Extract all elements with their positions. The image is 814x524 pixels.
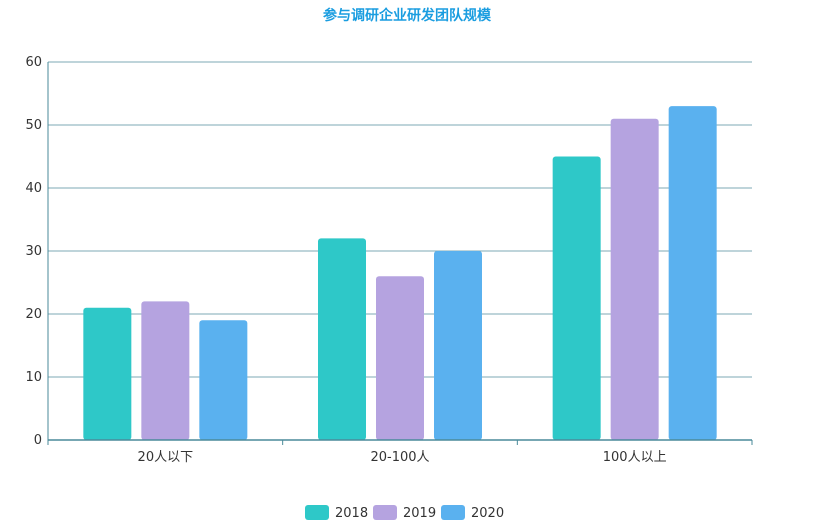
y-tick-label: 20: [25, 307, 42, 322]
y-tick-label: 50: [25, 118, 42, 133]
y-tick-label: 10: [25, 370, 42, 385]
bar-2019-1: [376, 276, 424, 440]
y-tick-label: 40: [25, 181, 42, 196]
x-category-label: 100人以上: [603, 450, 667, 465]
y-tick-label: 60: [25, 55, 42, 70]
chart-title: 参与调研企业研发团队规模: [323, 7, 492, 24]
x-category-label: 20-100人: [370, 450, 429, 465]
legend-swatch: [305, 505, 329, 520]
legend-swatch: [441, 505, 465, 520]
bar-2019-0: [141, 301, 190, 440]
x-category-label: 20人以下: [138, 450, 194, 465]
bar-2020-0: [199, 320, 248, 440]
bars: [83, 106, 717, 440]
bar-2020-1: [434, 251, 482, 440]
bar-2018-2: [552, 156, 601, 440]
legend-label: 2020: [471, 506, 504, 521]
y-tick-label: 0: [34, 433, 42, 448]
legend-item-2018[interactable]: 2018: [305, 505, 368, 521]
y-tick-label: 30: [25, 244, 42, 259]
axes: [47, 62, 753, 445]
legend-label: 2018: [335, 506, 368, 521]
bar-2018-0: [83, 307, 132, 440]
x-axis-labels: 20人以下 20-100人 100人以上: [138, 450, 667, 465]
legend-swatch: [373, 505, 397, 520]
bar-2019-2: [610, 118, 659, 440]
bar-2020-2: [668, 106, 717, 440]
legend-item-2019[interactable]: 2019: [373, 505, 436, 521]
y-axis-ticks: 0 10 20 30 40 50 60: [25, 55, 42, 448]
legend-label: 2019: [403, 506, 436, 521]
bar-2018-1: [318, 238, 366, 440]
legend-item-2020[interactable]: 2020: [441, 505, 504, 521]
legend[interactable]: 2018 2019 2020: [305, 505, 504, 521]
